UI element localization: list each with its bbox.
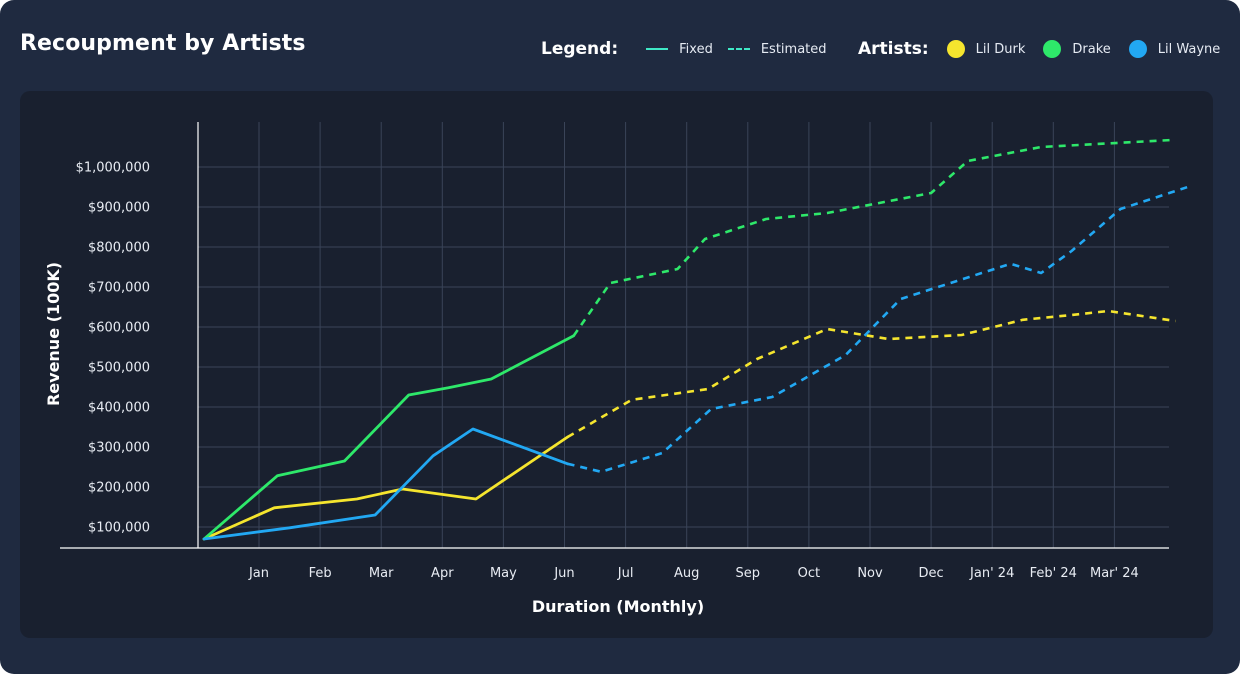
drake-color-dot [1043,40,1062,58]
y-tick-label: $500,000 [88,361,150,376]
artists-legend: Artists: Lil Durk Drake Lil Wayne [858,36,1220,62]
y-tick-label: $700,000 [88,281,150,296]
lil-durk-label: Lil Durk [975,41,1026,57]
legend-item-fixed: Fixed [646,42,713,57]
legend-heading: Legend: [541,39,619,59]
y-axis-title: Revenue (100K) [44,262,63,406]
series-line-drake-estimated [572,138,1176,337]
lil-wayne-label: Lil Wayne [1157,41,1221,57]
series-line-lil-wayne-fixed [202,427,569,541]
y-tick-label: $900,000 [88,201,150,216]
y-tick-label: $200,000 [88,481,150,496]
dashed-line-icon [727,48,750,50]
x-tick-label: Mar' 24 [1090,566,1139,581]
x-tick-label: Oct [798,566,820,581]
x-tick-label: Apr [431,566,454,581]
legend-item-lil-durk: Lil Durk [946,40,1026,58]
x-tick-label: Jul [617,566,634,581]
x-tick-label: Jan [248,566,269,581]
drake-label: Drake [1072,41,1111,57]
series-line-lil-durk-fixed [202,435,569,541]
y-tick-label: $400,000 [88,401,150,416]
series-lines [202,138,1189,541]
axes [60,122,1169,549]
y-tick-label: $100,000 [88,521,150,536]
x-tick-label: Dec [919,566,944,581]
plot-panel [20,91,1213,638]
grid-lines [198,122,1169,548]
line-style-legend: Legend: Fixed Estimated [541,36,827,62]
series-line-drake-fixed [202,334,576,541]
solid-line-icon [646,48,669,50]
x-tick-label: Mar [369,566,394,581]
legend-estimated-label: Estimated [760,41,827,57]
x-tick-label: Aug [674,566,699,581]
x-tick-label: Jan' 24 [969,566,1014,581]
x-tick-label: Feb [309,566,332,581]
legend-item-estimated: Estimated [727,41,827,57]
lil-wayne-color-dot [1128,40,1147,58]
lil-durk-color-dot [946,40,965,58]
chart-title: Recoupment by Artists [20,31,306,56]
legend-item-lil-wayne: Lil Wayne [1128,40,1221,58]
y-tick-labels: $100,000 $200,000 $300,000 $400,000 $500,000… [76,161,150,536]
series-line-lil-wayne-estimated [567,185,1189,474]
legend-fixed-label: Fixed [679,41,713,57]
series-line-lil-durk-estimated [566,309,1176,439]
x-tick-labels: Jan Feb Mar Apr May Jun Jul Aug Sep Oct Nov Dec Jan'… [248,566,1139,581]
legend-item-drake: Drake [1043,40,1111,58]
artists-legend-heading: Artists: [858,39,929,59]
x-tick-label: Feb' 24 [1030,566,1077,581]
y-tick-label: $600,000 [88,321,150,336]
y-tick-label: $300,000 [88,441,150,456]
x-tick-label: Nov [857,566,883,581]
x-tick-label: Jun [553,566,574,581]
x-axis-title: Duration (Monthly) [532,597,704,616]
y-tick-label: $800,000 [88,241,150,256]
x-tick-label: May [490,566,517,581]
x-tick-label: Sep [736,566,761,581]
y-tick-label: $1,000,000 [76,161,150,176]
